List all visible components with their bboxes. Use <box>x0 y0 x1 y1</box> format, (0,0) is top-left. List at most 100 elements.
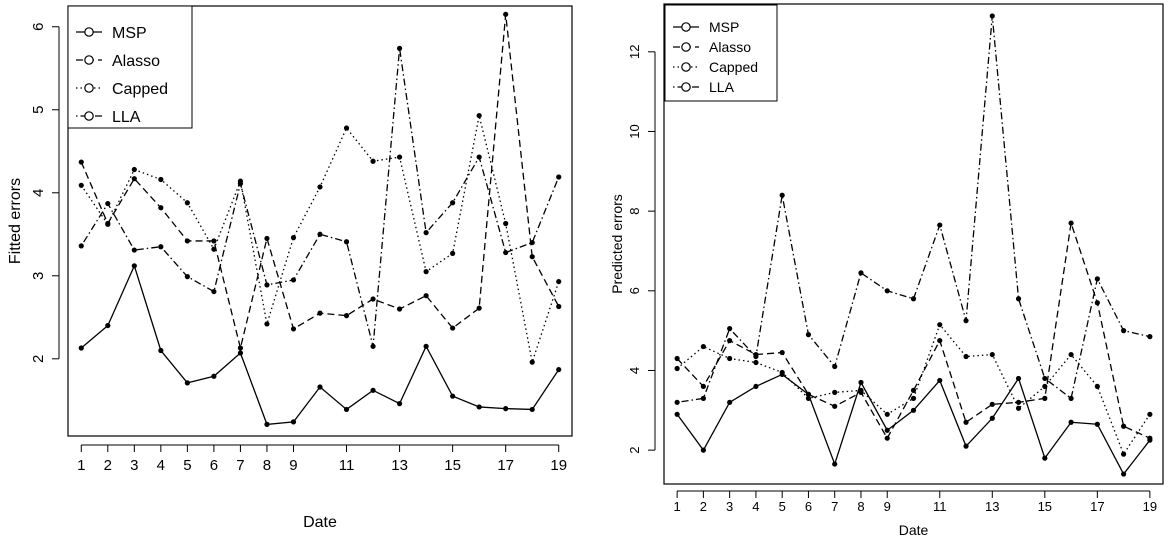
chart1-x-tick-label: 15 <box>444 457 461 474</box>
chart2-x-tick-label: 9 <box>884 499 891 514</box>
chart2-y-tick-label: 4 <box>627 367 642 374</box>
chart2-series-alasso-point <box>910 387 917 393</box>
chart2-legend-marker-capped <box>681 62 691 72</box>
chart2-series-msp-point <box>832 461 838 467</box>
chart2-series-lla-point <box>779 192 785 198</box>
chart2-x-tick-label: 15 <box>1038 499 1052 514</box>
chart1-legend-marker-alasso <box>84 55 94 65</box>
chart1-series-msp-point <box>450 393 456 399</box>
chart1-series-msp-point <box>423 343 429 349</box>
chart1-series-msp-point <box>370 387 376 393</box>
chart1-x-tick-label: 11 <box>339 457 355 474</box>
chart2-series-capped-point <box>858 387 864 393</box>
chart1-series-capped-point <box>317 184 323 190</box>
chart2-series-lla-point <box>858 270 864 276</box>
chart1-x-axis-title: Date <box>303 514 337 531</box>
chart1-legend-marker-lla <box>84 111 94 121</box>
chart1-series-msp-point <box>343 406 350 413</box>
chart1-series-alasso-point <box>370 296 376 302</box>
chart1-legend-marker-msp <box>84 27 94 37</box>
chart2-legend-label-capped: Capped <box>709 59 758 75</box>
chart1-series-lla-point <box>211 288 217 295</box>
chart1-series-alasso-point <box>184 238 190 244</box>
chart2-series-lla-point <box>1121 328 1127 334</box>
chart1-series-lla-point <box>237 181 244 187</box>
chart1-x-tick-label: 1 <box>77 457 85 474</box>
chart2-series-alasso-point <box>700 383 706 390</box>
chart2-series-alasso-point <box>1015 399 1022 405</box>
chart1-series-lla-point <box>343 239 350 245</box>
chart2-series-msp-point <box>1015 375 1022 382</box>
chart1-series-capped-point <box>529 359 535 365</box>
chart1-legend-label-msp: MSP <box>112 25 147 42</box>
chart1-series-alasso-point <box>78 159 84 165</box>
chart1-series-alasso-point <box>450 325 456 331</box>
chart1-series-msp-point <box>105 322 111 329</box>
chart2-x-tick-label: 3 <box>726 499 733 514</box>
chart1-y-tick-label: 5 <box>30 106 47 114</box>
chart1-series-capped-point <box>211 246 217 252</box>
chart1-series-lla-point <box>529 239 535 246</box>
chart1-legend-marker-capped <box>84 83 94 93</box>
chart2-x-tick-label: 11 <box>933 499 947 514</box>
chart2-y-tick-label: 8 <box>627 208 642 215</box>
fitted-errors-chart: 1 2 3 4 5 6 7 8 9 11 13 15 17 19 2 3 4 5 6 Date Fitted error… <box>7 5 573 531</box>
chart2-series-lla-point <box>1147 334 1153 340</box>
chart2-series-msp-point <box>884 427 890 433</box>
chart1-series-lla-point <box>450 200 456 206</box>
chart2-series-lla-point <box>937 222 943 228</box>
chart2-series-alasso-point <box>989 401 995 407</box>
chart2-series-lla-point <box>805 332 812 338</box>
chart1-series-alasso-point <box>317 310 323 316</box>
chart2-series-alasso-point <box>937 337 943 344</box>
chart1-series-capped-point <box>476 112 482 119</box>
chart2-series-capped-point <box>884 411 890 417</box>
chart2-series-lla-point <box>1068 395 1074 401</box>
chart1-series-msp-point <box>503 406 509 412</box>
chart1-series-lla-point <box>423 230 429 236</box>
chart1-series-capped-point <box>370 158 376 164</box>
chart1-series-alasso-point <box>343 313 350 319</box>
chart1-series-lla-point <box>158 244 164 250</box>
chart1-series-msp-point <box>158 347 164 354</box>
chart1-series-alasso-point <box>264 235 270 242</box>
chart1-x-tick-label: 6 <box>210 457 218 474</box>
chart2-x-tick-label: 1 <box>674 499 681 514</box>
chart2-series-msp-point <box>963 443 969 449</box>
chart2-series-msp-point <box>858 379 864 386</box>
chart2-series-lla-point <box>963 318 969 324</box>
chart2-series-capped-point <box>700 343 706 350</box>
chart1-series-msp-point <box>264 421 270 427</box>
chart2-legend-marker-lla <box>681 82 691 92</box>
chart2-series-alasso-point <box>805 391 812 397</box>
chart2-series-capped-point <box>1094 383 1100 390</box>
chart2-series-capped-point <box>989 351 995 358</box>
chart1-series-msp-point <box>237 350 244 356</box>
chart2-legend-label-alasso: Alasso <box>709 39 751 55</box>
chart1-series-alasso-point <box>131 176 137 182</box>
chart2-series-lla-point <box>1042 375 1048 382</box>
chart2-series-alasso-point <box>779 349 785 356</box>
chart1-series-msp-point <box>556 366 562 373</box>
chart2-series-alasso-point <box>1147 435 1153 441</box>
chart1-legend-label-capped: Capped <box>112 81 168 98</box>
chart1-x-tick-label: 4 <box>157 457 165 474</box>
chart2-y-tick-label: 6 <box>627 287 642 294</box>
chart1-x-tick-label: 3 <box>130 457 138 474</box>
chart1-series-lla-point <box>476 154 482 160</box>
chart1-series-alasso-point <box>503 11 509 17</box>
chart2-series-capped-point <box>1121 451 1127 457</box>
chart2-series-lla-point <box>910 296 917 302</box>
chart1-series-capped-point <box>184 200 190 206</box>
chart2-series-lla-point <box>727 326 733 332</box>
chart2-x-axis-title: Date <box>899 522 929 538</box>
predicted-errors-chart: 1 2 3 4 5 6 7 8 9 11 13 15 17 1924681012DatePredicted… <box>609 3 1164 538</box>
chart1-series-alasso-point <box>211 238 217 244</box>
chart1-series-lla-point <box>184 274 190 280</box>
chart2-series-capped-point <box>727 355 733 362</box>
chart2-series-lla-point <box>1015 296 1022 302</box>
chart2-series-lla-point <box>700 395 706 401</box>
chart1-y-tick-label: 3 <box>30 272 47 280</box>
chart2-y-axis-title: Predicted errors <box>609 194 625 294</box>
chart2-series-msp-point <box>1068 419 1074 425</box>
